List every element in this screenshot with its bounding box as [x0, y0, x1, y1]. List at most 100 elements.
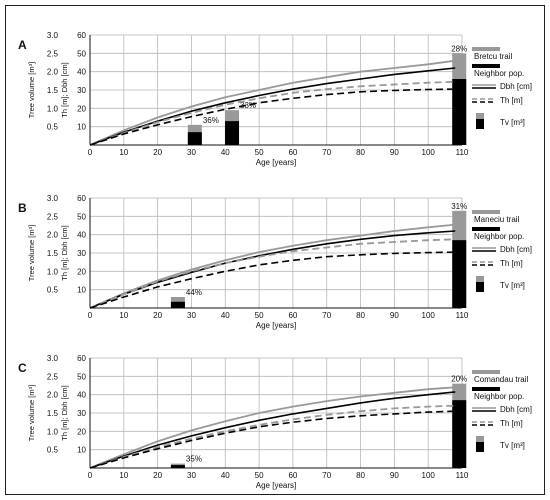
panel-c-tv-bar-label: 35%: [186, 455, 202, 464]
panel-c-y-left-tick-label: 1.0: [47, 427, 59, 436]
panel-c-y-inner-tick-label: 20: [77, 427, 86, 436]
panel-a-y-left-tick-label: 1.0: [47, 104, 59, 113]
panel-c-y-inner-tick-label: 40: [77, 391, 86, 400]
panel-c-y-inner-tick-label: 50: [77, 372, 86, 381]
panel-a-x-axis-label: Age [years]: [256, 158, 296, 167]
panel-a-label: A: [18, 38, 27, 52]
panel-b-x-axis-label: Age [years]: [256, 321, 296, 330]
panel-a-legend-neighbor-swatch: [472, 64, 500, 68]
panel-b-x-tick-label: 90: [390, 311, 399, 320]
panel-c-y-left-tick-label: 0.5: [47, 446, 59, 455]
panel-a-legend-tv-swatch-neighbor: [476, 119, 484, 129]
panel-c-y-left-tick-label: 1.5: [47, 409, 59, 418]
panel-b-legend-neighbor-label: Neighbor pop.: [474, 232, 524, 241]
panel-a-legend-th-label: Th [m]: [500, 96, 523, 105]
panel-c-series-dbh-neighbor: [89, 391, 456, 469]
panel-b-tv-bar-neighbor: [170, 301, 185, 308]
panel-b-x-tick-label: 70: [322, 311, 331, 320]
panel-b-y-left-tick-label: 1.5: [47, 249, 59, 258]
panel-c-legend-tv-label: Tv [m³]: [500, 441, 525, 450]
panel-b-legend-tv-swatch-trail: [476, 276, 484, 282]
panel-c-legend-neighbor-label: Neighbor pop.: [474, 392, 524, 401]
panel-b-legend-tv-label: Tv [m³]: [500, 281, 525, 290]
panel-b-legend-trail-label: Maneciu trail: [474, 215, 520, 224]
panel-b-tv-bar-neighbor: [452, 240, 467, 308]
panel-a-y-left-tick-label: 1.5: [47, 86, 59, 95]
panel-b-x-tick-label: 110: [456, 311, 469, 320]
panel-b-x-tick-label: 20: [153, 311, 162, 320]
panel-b-y-left-tick-label: 0.5: [47, 286, 59, 295]
panel-c-tv-bar-label: 20%: [451, 375, 467, 384]
panel-a-y-left-tick-label: 0.5: [47, 123, 59, 132]
panel-b-legend-neighbor-swatch: [472, 227, 500, 231]
panel-a-y-inner-tick-label: 20: [77, 104, 86, 113]
panel-b-y-inner-tick-label: 40: [77, 231, 86, 240]
panel-a-tv-bar-neighbor: [452, 79, 467, 145]
panel-c-x-tick-label: 40: [221, 471, 230, 480]
panel-c-x-tick-label: 90: [390, 471, 399, 480]
panel-b-x-tick-label: 30: [187, 311, 196, 320]
panel-a-legend-dbh-label: Dbh [cm]: [500, 82, 532, 91]
panel-b-y-inner-axis-label: Th [m]; Dbh [cm]: [60, 225, 69, 280]
panel-a-y-inner-tick-label: 60: [77, 31, 86, 40]
panel-b-y-left-axis-label: Tree volume [m³]: [27, 225, 36, 281]
panel-a-x-tick-label: 0: [88, 148, 93, 157]
panel-b-legend-th-label: Th [m]: [500, 259, 523, 268]
panel-b-y-inner-tick-label: 60: [77, 194, 86, 203]
panel-b-x-tick-label: 100: [422, 311, 436, 320]
panel-c-series-dbh-trail: [89, 386, 456, 469]
panel-a-x-tick-label: 10: [119, 148, 128, 157]
panel-c-x-tick-label: 20: [153, 471, 162, 480]
panel-a-legend-tv-label: Tv [m³]: [500, 118, 525, 127]
panel-c-legend-th-label: Th [m]: [500, 419, 523, 428]
panel-a-y-left-tick-label: 2.0: [47, 68, 59, 77]
panel-a-y-inner-tick-label: 10: [77, 123, 86, 132]
panel-c-y-left-tick-label: 2.0: [47, 391, 59, 400]
panel-a-series-th-trail: [89, 80, 456, 146]
panel-b-x-tick-label: 10: [119, 311, 128, 320]
panel-a-tv-bar-label: 36%: [203, 116, 219, 125]
panel-a-y-inner-tick-label: 40: [77, 68, 86, 77]
panel-b-legend-tv-swatch-neighbor: [476, 282, 484, 292]
panel-a-legend-neighbor-label: Neighbor pop.: [474, 69, 524, 78]
panel-a-x-tick-label: 110: [456, 148, 469, 157]
panel-b-x-tick-label: 40: [221, 311, 230, 320]
panel-c-legend-dbh-label: Dbh [cm]: [500, 405, 532, 414]
panel-c-x-tick-label: 50: [255, 471, 264, 480]
panel-c-legend-tv-swatch-trail: [476, 436, 484, 442]
panel-c-legend-trail-swatch: [472, 370, 500, 374]
panel-a-x-tick-label: 80: [356, 148, 365, 157]
panel-a-legend-tv-swatch-trail: [476, 113, 484, 119]
panel-a-y-left-axis-label: Tree volume [m³]: [27, 62, 36, 118]
panel-a-x-tick-label: 90: [390, 148, 399, 157]
panel-b-x-tick-label: 0: [88, 311, 93, 320]
panel-c-y-inner-tick-label: 60: [77, 354, 86, 363]
panel-a-x-tick-label: 20: [153, 148, 162, 157]
panel-b-y-left-tick-label: 1.0: [47, 267, 59, 276]
figure-frame: [5, 5, 545, 495]
panel-b-legend-trail-swatch: [472, 210, 500, 214]
panel-a-series-th-neighbor: [89, 88, 456, 146]
panel-b-y-left-tick-label: 3.0: [47, 194, 59, 203]
panel-b-x-tick-label: 60: [288, 311, 297, 320]
panel-a-x-tick-label: 60: [288, 148, 297, 157]
panel-b-label: B: [18, 201, 27, 215]
panel-c-x-tick-label: 70: [322, 471, 331, 480]
panel-a-series-dbh-neighbor: [89, 67, 456, 146]
panel-a-tv-bar-label: 33%: [240, 101, 256, 110]
panel-c-x-tick-label: 80: [356, 471, 365, 480]
panel-a-tv-bar-neighbor: [187, 132, 202, 145]
panel-b-tv-bar-label: 31%: [451, 202, 467, 211]
panel-b-y-inner-tick-label: 20: [77, 267, 86, 276]
panel-c-legend-tv-swatch-neighbor: [476, 442, 484, 452]
panel-b-y-inner-tick-label: 50: [77, 212, 86, 221]
panel-a-y-inner-tick-label: 30: [77, 86, 86, 95]
panel-c-y-left-tick-label: 3.0: [47, 354, 59, 363]
panel-a-legend-trail-label: Bretcu trail: [474, 52, 512, 61]
panel-a-tv-bar-neighbor: [225, 121, 240, 145]
panel-b-x-tick-label: 50: [255, 311, 264, 320]
panel-b-series-th-trail: [89, 238, 456, 309]
panel-c-y-inner-axis-label: Th [m]; Dbh [cm]: [60, 385, 69, 440]
panel-a-x-tick-label: 100: [422, 148, 436, 157]
panel-c-series-th-trail: [89, 404, 456, 469]
